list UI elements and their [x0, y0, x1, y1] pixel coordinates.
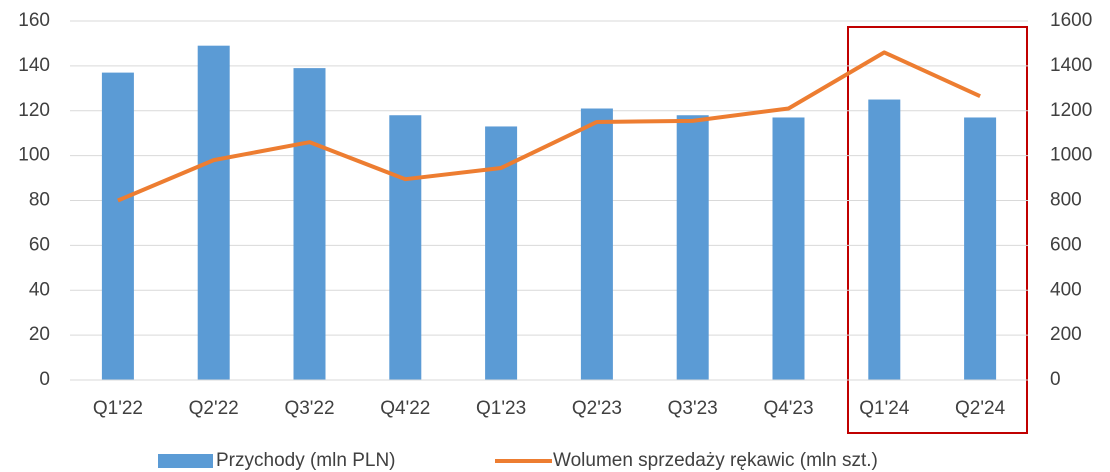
x-tick-label: Q4'23 [763, 398, 813, 419]
x-tick-label: Q2'23 [572, 398, 622, 419]
x-tick-label: Q3'22 [284, 398, 334, 419]
y2-tick-label: 1600 [1050, 10, 1092, 31]
y2-tick-label: 800 [1050, 190, 1082, 211]
bar [101, 72, 134, 380]
y2-tick-label: 200 [1050, 324, 1082, 345]
highlight-box [847, 26, 1028, 434]
legend-swatch [158, 454, 213, 468]
bar [580, 108, 613, 380]
y2-tick-label: 600 [1050, 234, 1082, 255]
y-tick-label: 100 [18, 145, 50, 166]
legend-label: Wolumen sprzedaży rękawic (mln szt.) [553, 450, 878, 471]
y-tick-label: 60 [29, 234, 50, 255]
x-tick-label: Q1'22 [93, 398, 143, 419]
y2-tick-label: 1400 [1050, 55, 1092, 76]
y-tick-label: 160 [18, 10, 50, 31]
y-tick-label: 120 [18, 100, 50, 121]
legend-label: Przychody (mln PLN) [216, 450, 396, 471]
x-tick-label: Q1'23 [476, 398, 526, 419]
y-tick-label: 0 [39, 369, 50, 390]
x-tick-label: Q2'22 [189, 398, 239, 419]
y-tick-label: 40 [29, 279, 50, 300]
y2-tick-label: 0 [1050, 369, 1061, 390]
y2-tick-label: 1200 [1050, 100, 1092, 121]
x-tick-label: Q4'22 [380, 398, 430, 419]
bar [197, 45, 230, 381]
y2-tick-label: 400 [1050, 279, 1082, 300]
line [117, 50, 981, 203]
bar [293, 68, 326, 381]
x-tick-label: Q3'23 [668, 398, 718, 419]
bar [868, 99, 901, 380]
bar [389, 115, 422, 381]
x-tick-label: Q1'24 [859, 398, 910, 419]
y-tick-label: 20 [29, 324, 50, 345]
bar [964, 117, 997, 380]
x-tick-label: Q2'24 [955, 398, 1006, 419]
bar [772, 117, 805, 380]
y-tick-label: 80 [29, 190, 50, 211]
y2-tick-label: 1000 [1050, 145, 1092, 166]
bar [676, 115, 709, 381]
y-tick-label: 140 [18, 55, 50, 76]
